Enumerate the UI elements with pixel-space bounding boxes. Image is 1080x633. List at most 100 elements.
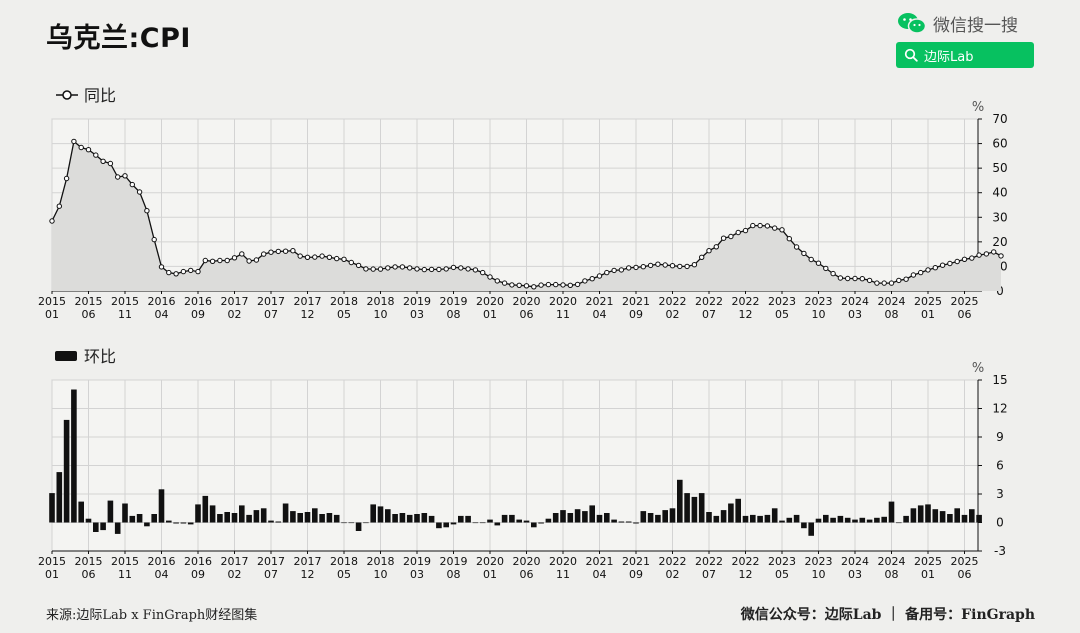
x-tick-label: 2022 [732, 555, 760, 568]
y-tick-label: 0 [996, 516, 1004, 530]
x-tick-label: 2024 [878, 295, 906, 308]
data-point [991, 249, 997, 255]
x-tick-label: 2019 [440, 295, 468, 308]
x-tick-label: 2020 [549, 555, 577, 568]
data-point [720, 235, 727, 241]
data-point [304, 254, 311, 260]
data-point [553, 281, 559, 288]
x-tick-label: 2021 [622, 555, 650, 568]
x-tick-label: 05 [775, 308, 789, 321]
x-tick-label: 2019 [403, 295, 431, 308]
x-tick-label: 06 [82, 308, 96, 321]
bar [333, 514, 340, 523]
data-point [669, 263, 676, 269]
data-point [939, 262, 946, 268]
data-point [961, 256, 968, 262]
bar [604, 513, 610, 523]
search-icon [904, 48, 918, 62]
x-tick-label: 2016 [148, 555, 176, 568]
bar [253, 510, 260, 523]
data-point [268, 249, 274, 255]
data-point [129, 181, 136, 188]
data-point [969, 255, 975, 261]
bar [173, 522, 179, 524]
y-tick-label: 60 [992, 137, 1007, 151]
bar [107, 500, 114, 523]
data-point [611, 267, 617, 274]
bar [472, 522, 479, 524]
bar [312, 508, 318, 523]
bar [625, 521, 632, 523]
x-tick-label: 01 [921, 308, 935, 321]
legend-swatch [55, 351, 77, 361]
data-point [107, 160, 114, 167]
bar [129, 515, 136, 523]
x-tick-label: 2020 [513, 295, 541, 308]
y-tick-label: 70 [992, 112, 1007, 126]
data-point [815, 260, 822, 266]
data-point [509, 282, 515, 288]
x-tick-label: 02 [666, 568, 680, 581]
bar [290, 511, 296, 523]
x-tick-label: 2025 [951, 555, 979, 568]
data-point [334, 255, 340, 262]
bar [874, 517, 880, 523]
x-tick-label: 05 [775, 568, 789, 581]
bar [509, 514, 515, 523]
data-point [136, 189, 143, 195]
data-point [779, 227, 785, 233]
data-point [122, 173, 128, 179]
bar [574, 509, 581, 523]
x-tick-label: 2018 [367, 295, 395, 308]
x-tick-label: 2015 [75, 555, 103, 568]
search-text: 边际Lab [924, 49, 974, 65]
data-point [494, 278, 500, 284]
x-tick-label: 2020 [476, 295, 504, 308]
data-point [71, 138, 77, 145]
bar [582, 511, 588, 523]
data-point [925, 267, 931, 273]
x-tick-label: 09 [629, 308, 643, 321]
data-point [450, 264, 457, 271]
bar [611, 519, 617, 523]
data-point [370, 266, 376, 272]
bar [961, 514, 968, 523]
x-tick-label: 12 [739, 568, 753, 581]
bar [866, 519, 873, 523]
x-tick-label: 11 [118, 308, 132, 321]
bar [195, 504, 201, 523]
x-tick-label: 11 [118, 568, 132, 581]
data-point [801, 250, 807, 257]
bar [122, 503, 128, 523]
search-button[interactable]: 边际Lab [896, 42, 1034, 68]
brand-name: 微信搜一搜 [933, 15, 1018, 36]
data-point [166, 269, 172, 276]
bar [304, 512, 311, 523]
bar [757, 515, 763, 523]
data-point [151, 236, 157, 243]
bar [428, 515, 435, 523]
data-point [845, 275, 851, 282]
data-point [297, 253, 303, 259]
bar [677, 479, 683, 523]
data-point [830, 270, 836, 277]
bar [217, 514, 223, 523]
bar [808, 522, 814, 536]
data-point [545, 281, 552, 288]
data-point [531, 284, 537, 290]
data-point [319, 253, 325, 259]
data-point [443, 266, 449, 272]
x-tick-label: 2023 [768, 555, 796, 568]
wechat-search-brand: 微信搜一搜 [897, 10, 1047, 36]
data-point [699, 254, 705, 260]
bar [589, 505, 595, 523]
x-tick-label: 06 [520, 568, 534, 581]
bar [151, 514, 157, 523]
bar [260, 508, 267, 523]
data-point [341, 256, 347, 262]
x-tick-label: 10 [374, 308, 388, 321]
bar [881, 516, 887, 523]
data-point [713, 244, 719, 250]
data-point [144, 208, 150, 214]
bar [158, 489, 165, 523]
